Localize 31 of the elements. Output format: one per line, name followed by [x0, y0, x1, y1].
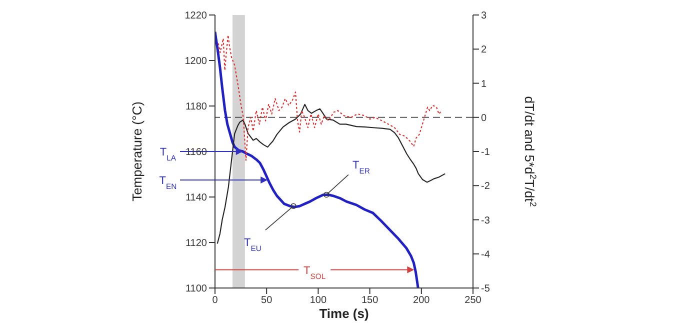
y2-tick-label: 2 [481, 44, 487, 56]
y-tick-label: 1100 [185, 284, 208, 295]
y2-tick-label: -2 [481, 181, 490, 192]
line-series [216, 104, 446, 244]
y2-tick-label: 1 [481, 78, 487, 90]
x-tick-label: 0 [212, 295, 218, 306]
x-tick-label: 50 [261, 295, 273, 306]
annotation: T$_{EN}$ [159, 174, 177, 190]
x-tick-label: 150 [361, 295, 379, 306]
y-tick-label: 1180 [185, 102, 208, 113]
y2-tick-label: -3 [481, 215, 490, 226]
annotation: T$_{LA}$ [160, 146, 177, 162]
line-series [215, 30, 420, 288]
y-tick-label: 1200 [184, 56, 208, 68]
x-axis-title: Time (s) [319, 306, 369, 321]
x-tick-label: 100 [310, 295, 327, 306]
annotation: T$_{SOL}$ [304, 264, 326, 280]
y-axis-title: Temperature (°C) [130, 102, 145, 202]
annotation: T$_{EU}$ [244, 237, 262, 253]
x-tick-label: 200 [413, 295, 430, 306]
y2-tick-label: 3 [481, 10, 487, 22]
y-tick-label: 1140 [185, 192, 208, 204]
y-tick-label: 1220 [184, 10, 208, 22]
annotation: T$_{ER}$ [352, 160, 370, 176]
y2-tick-label: -5 [481, 284, 490, 295]
y-tick-label: 1120 [185, 238, 208, 250]
line-series [218, 34, 442, 161]
y2-tick-label: 0 [481, 112, 487, 124]
y2-tick-label: -4 [481, 249, 490, 260]
x-tick-label: 250 [464, 295, 482, 306]
y2-tick-label: -1 [481, 147, 490, 158]
